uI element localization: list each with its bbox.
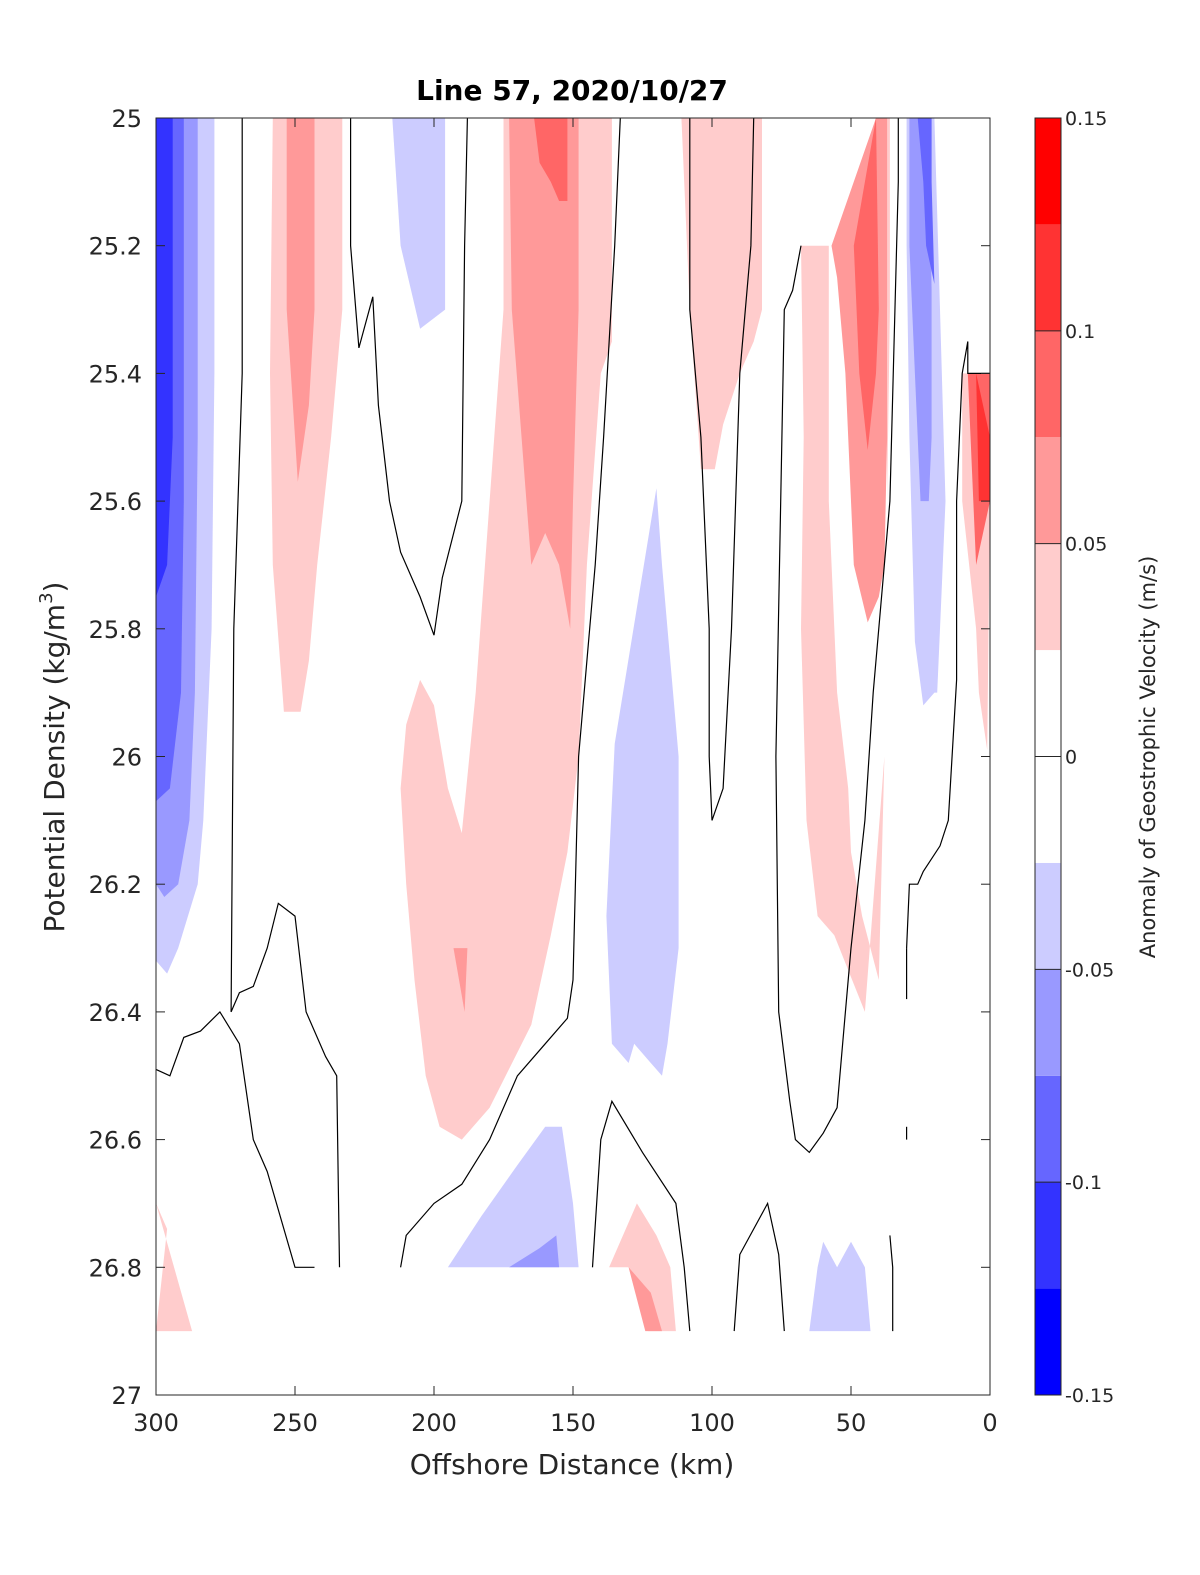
anomaly-region-22 (447, 1126, 579, 1268)
colorbar-tick-label: -0.1 (1065, 1172, 1102, 1194)
anomaly-region-23 (509, 1235, 560, 1268)
chart-title: Line 57, 2020/10/27 (416, 74, 728, 107)
anomaly-region-5 (286, 118, 315, 482)
x-tick-label: 0 (982, 1409, 997, 1437)
y-tick-label: 25.6 (89, 488, 142, 516)
colorbar-level-8 (1035, 330, 1061, 438)
y-tick-label: 26.8 (89, 1254, 142, 1282)
y-tick-label: 25.2 (89, 233, 142, 261)
y-axis-title-superscript: 3 (36, 592, 57, 603)
y-tick-label: 27 (111, 1382, 142, 1410)
anomaly-region-13 (801, 118, 890, 1012)
anomaly-region-27 (156, 1203, 193, 1332)
anomaly-region-25 (628, 1267, 662, 1332)
anomaly-region-8 (509, 118, 579, 629)
zero-contour-1 (350, 117, 468, 636)
y-tick-label: 25.4 (89, 360, 142, 388)
colorbar-level-6 (1035, 543, 1061, 651)
anomaly-region-10 (453, 948, 468, 1012)
colorbar-tick-label: 0 (1065, 747, 1077, 769)
x-tick-label: 50 (836, 1409, 867, 1437)
zero-contour-9 (889, 1235, 894, 1332)
zero-contour-8 (906, 341, 990, 949)
colorbar: 0.15 0.1 0.05 0 -0.05 -0.1 -0.15 (1034, 108, 1114, 1407)
y-tick-label: 26.6 (89, 1127, 142, 1155)
y-tick-label: 26.4 (89, 999, 142, 1027)
anomaly-region-24 (609, 1203, 676, 1332)
x-tick-label: 200 (411, 1409, 457, 1437)
axis-ticks: 300 250 200 150 100 50 0 25 25.2 25.4 25.6 25.8 26 26… (89, 105, 998, 1437)
y-axis-title-close: ) (38, 582, 71, 593)
colorbar-level-2 (1035, 1075, 1061, 1183)
zero-contour-2 (155, 1010, 315, 1268)
colorbar-level-4 (1035, 862, 1061, 970)
colorbar-level-0 (1035, 1288, 1061, 1395)
x-tick-label: 150 (550, 1409, 596, 1437)
contour-line-layer (155, 117, 990, 1332)
x-axis-title: Offshore Distance (km) (410, 1448, 735, 1481)
colorbar-level-10 (1035, 118, 1061, 225)
zero-contour-0 (230, 118, 341, 1268)
x-tick-label: 300 (133, 1409, 179, 1437)
anomaly-region-21 (976, 373, 990, 502)
zero-contour-3 (400, 117, 621, 1268)
anomaly-region-12 (681, 118, 762, 470)
zero-contour-7 (775, 118, 899, 1154)
contour-fill-layer (156, 118, 990, 1332)
colorbar-level-9 (1035, 224, 1061, 331)
colorbar-level-3 (1035, 969, 1061, 1076)
y-axis-title: Potential Density (kg/m3) (36, 582, 71, 933)
y-tick-label: 25 (111, 105, 142, 133)
zero-contour-4 (689, 117, 755, 821)
colorbar-tick-label: -0.15 (1065, 1385, 1114, 1407)
y-tick-label: 26.2 (89, 871, 142, 899)
colorbar-title: Anomaly of Geostrophic Velocity (m/s) (1136, 556, 1160, 959)
colorbar-tick-label: 0.15 (1065, 108, 1107, 130)
y-tick-label: 25.8 (89, 616, 142, 644)
anomaly-region-18 (917, 118, 935, 284)
anomaly-region-9 (534, 118, 568, 201)
anomaly-region-3 (156, 118, 173, 597)
colorbar-level-1 (1035, 1182, 1061, 1289)
x-tick-label: 100 (689, 1409, 735, 1437)
colorbar-tick-label: 0.1 (1065, 321, 1095, 343)
y-axis-title-main: Potential Density (kg/m (38, 604, 71, 933)
colorbar-level-7 (1035, 437, 1061, 544)
colorbar-tick-label: -0.05 (1065, 959, 1114, 981)
y-tick-label: 26 (111, 744, 142, 772)
anomaly-region-6 (392, 118, 446, 329)
zero-contour-6 (733, 1201, 785, 1332)
zero-contour-5 (591, 1099, 691, 1332)
colorbar-tick-label: 0.05 (1065, 534, 1107, 556)
anomaly-region-26 (809, 1241, 871, 1332)
anomaly-region-15 (853, 118, 879, 450)
anomaly-region-11 (606, 488, 679, 1076)
x-tick-label: 250 (272, 1409, 318, 1437)
